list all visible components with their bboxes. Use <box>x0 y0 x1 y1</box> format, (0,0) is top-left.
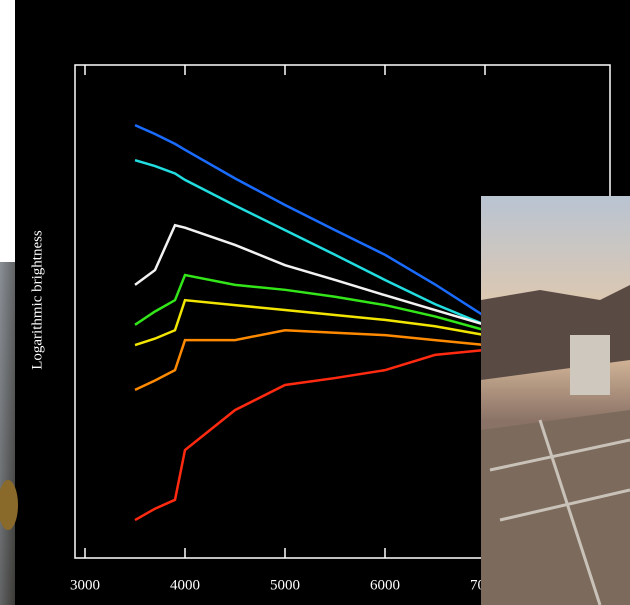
x-tick-label: 3000 <box>70 577 100 593</box>
x-tick-label: 5000 <box>270 577 300 593</box>
x-tick-label: 4000 <box>170 577 200 593</box>
right-photo <box>481 196 630 605</box>
photo <box>0 262 15 605</box>
x-tick-label: 6000 <box>370 577 400 593</box>
collage: Logarithmic brightness 30004000500060007… <box>0 0 630 605</box>
y-axis-label: Logarithmic brightness <box>29 230 45 370</box>
telescope-building <box>570 335 610 395</box>
